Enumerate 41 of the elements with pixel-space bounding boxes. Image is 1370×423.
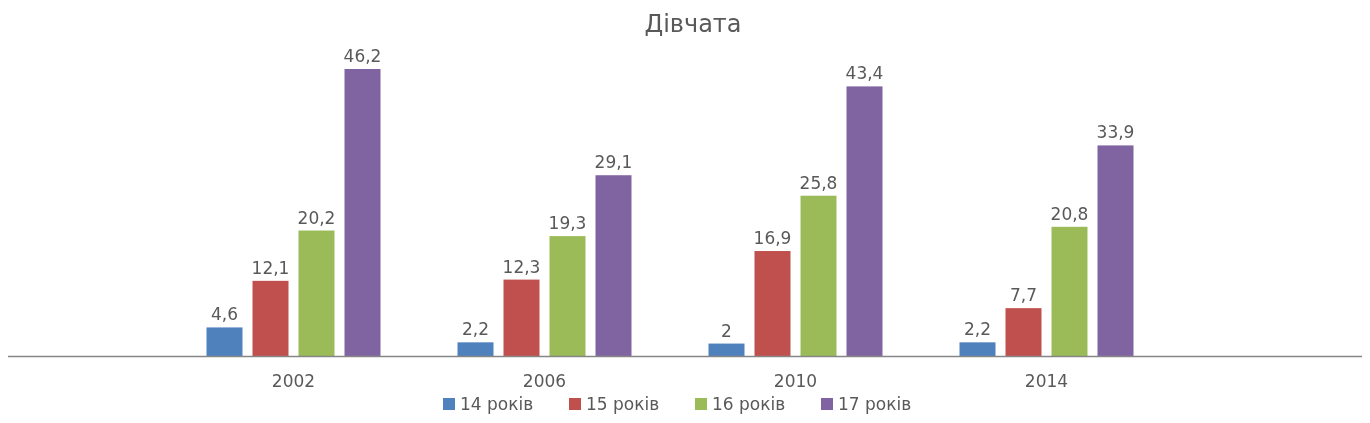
data-label: 43,4 bbox=[845, 63, 884, 84]
bar bbox=[708, 343, 745, 356]
bar bbox=[1005, 308, 1042, 356]
bar bbox=[206, 327, 243, 356]
bar bbox=[457, 342, 494, 356]
x-tick-label: 2006 bbox=[522, 371, 567, 391]
data-label: 25,8 bbox=[799, 172, 838, 193]
bar bbox=[846, 86, 883, 356]
data-label: 16,9 bbox=[753, 228, 792, 249]
bar bbox=[503, 279, 540, 356]
bar bbox=[549, 236, 586, 356]
x-tick-label: 2002 bbox=[271, 371, 316, 391]
data-label: 20,2 bbox=[297, 207, 336, 228]
bar bbox=[344, 69, 381, 356]
data-label: 33,9 bbox=[1096, 122, 1135, 143]
bar bbox=[595, 175, 632, 356]
legend-label: 16 років bbox=[712, 394, 786, 414]
bar bbox=[959, 342, 996, 356]
data-label: 2,2 bbox=[461, 319, 490, 340]
data-label: 19,3 bbox=[548, 213, 587, 234]
x-tick-label: 2010 bbox=[773, 371, 818, 391]
data-label: 4,6 bbox=[210, 304, 239, 325]
data-label: 2 bbox=[721, 320, 732, 341]
bar bbox=[800, 195, 837, 356]
data-label: 12,3 bbox=[502, 256, 541, 277]
x-tick-label: 2014 bbox=[1024, 371, 1069, 391]
legend-label: 15 років bbox=[586, 394, 660, 414]
data-label: 7,7 bbox=[1009, 285, 1038, 306]
bar bbox=[1051, 226, 1088, 356]
legend-label: 14 років bbox=[460, 394, 534, 414]
chart-title: Дівчата bbox=[644, 10, 742, 38]
data-label: 46,2 bbox=[343, 46, 382, 66]
data-label: 29,1 bbox=[594, 152, 633, 173]
bar bbox=[754, 251, 791, 356]
bar bbox=[298, 230, 335, 356]
bar bbox=[252, 280, 289, 356]
bar bbox=[1097, 145, 1134, 356]
legend-label: 17 років bbox=[838, 394, 912, 414]
data-label: 12,1 bbox=[251, 257, 290, 278]
data-label: 20,8 bbox=[1050, 203, 1089, 224]
data-label: 2,2 bbox=[963, 319, 992, 340]
